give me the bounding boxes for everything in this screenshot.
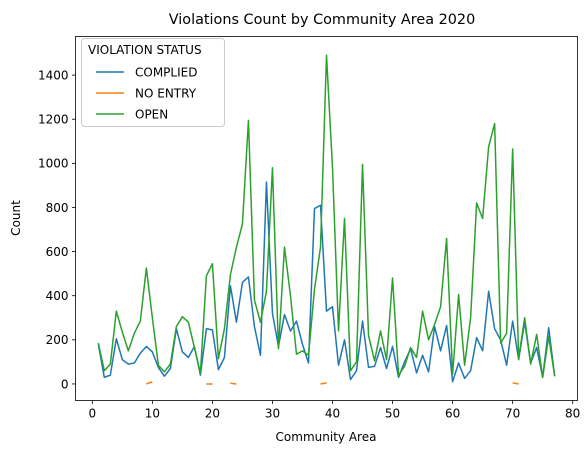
y-tick-label: 1000: [38, 157, 69, 171]
legend-label-complied: COMPLIED: [135, 65, 197, 79]
y-tick-label: 400: [46, 289, 69, 303]
y-tick-label: 200: [46, 333, 69, 347]
chart-title: Violations Count by Community Area 2020: [169, 12, 476, 28]
y-axis-title: Count: [9, 200, 23, 236]
x-tick-label: 70: [505, 407, 520, 421]
x-tick-label: 40: [325, 407, 340, 421]
y-tick-label: 1200: [38, 113, 69, 127]
legend-label-no-entry: NO ENTRY: [135, 86, 197, 100]
y-tick-label: 800: [46, 201, 69, 215]
y-tick-label: 0: [61, 377, 69, 391]
x-tick-label: 0: [88, 407, 96, 421]
x-tick-label: 80: [565, 407, 580, 421]
legend-title: VIOLATION STATUS: [88, 43, 202, 57]
x-tick-label: 60: [445, 407, 460, 421]
x-tick-label: 20: [205, 407, 220, 421]
x-tick-label: 10: [145, 407, 160, 421]
y-tick-label: 600: [46, 245, 69, 259]
y-tick-label: 1400: [38, 68, 69, 82]
x-axis-title: Community Area: [276, 430, 377, 444]
legend-label-open: OPEN: [135, 107, 168, 121]
x-tick-label: 30: [265, 407, 280, 421]
legend: VIOLATION STATUS COMPLIED NO ENTRY OPEN: [82, 39, 225, 127]
x-tick-label: 50: [385, 407, 400, 421]
